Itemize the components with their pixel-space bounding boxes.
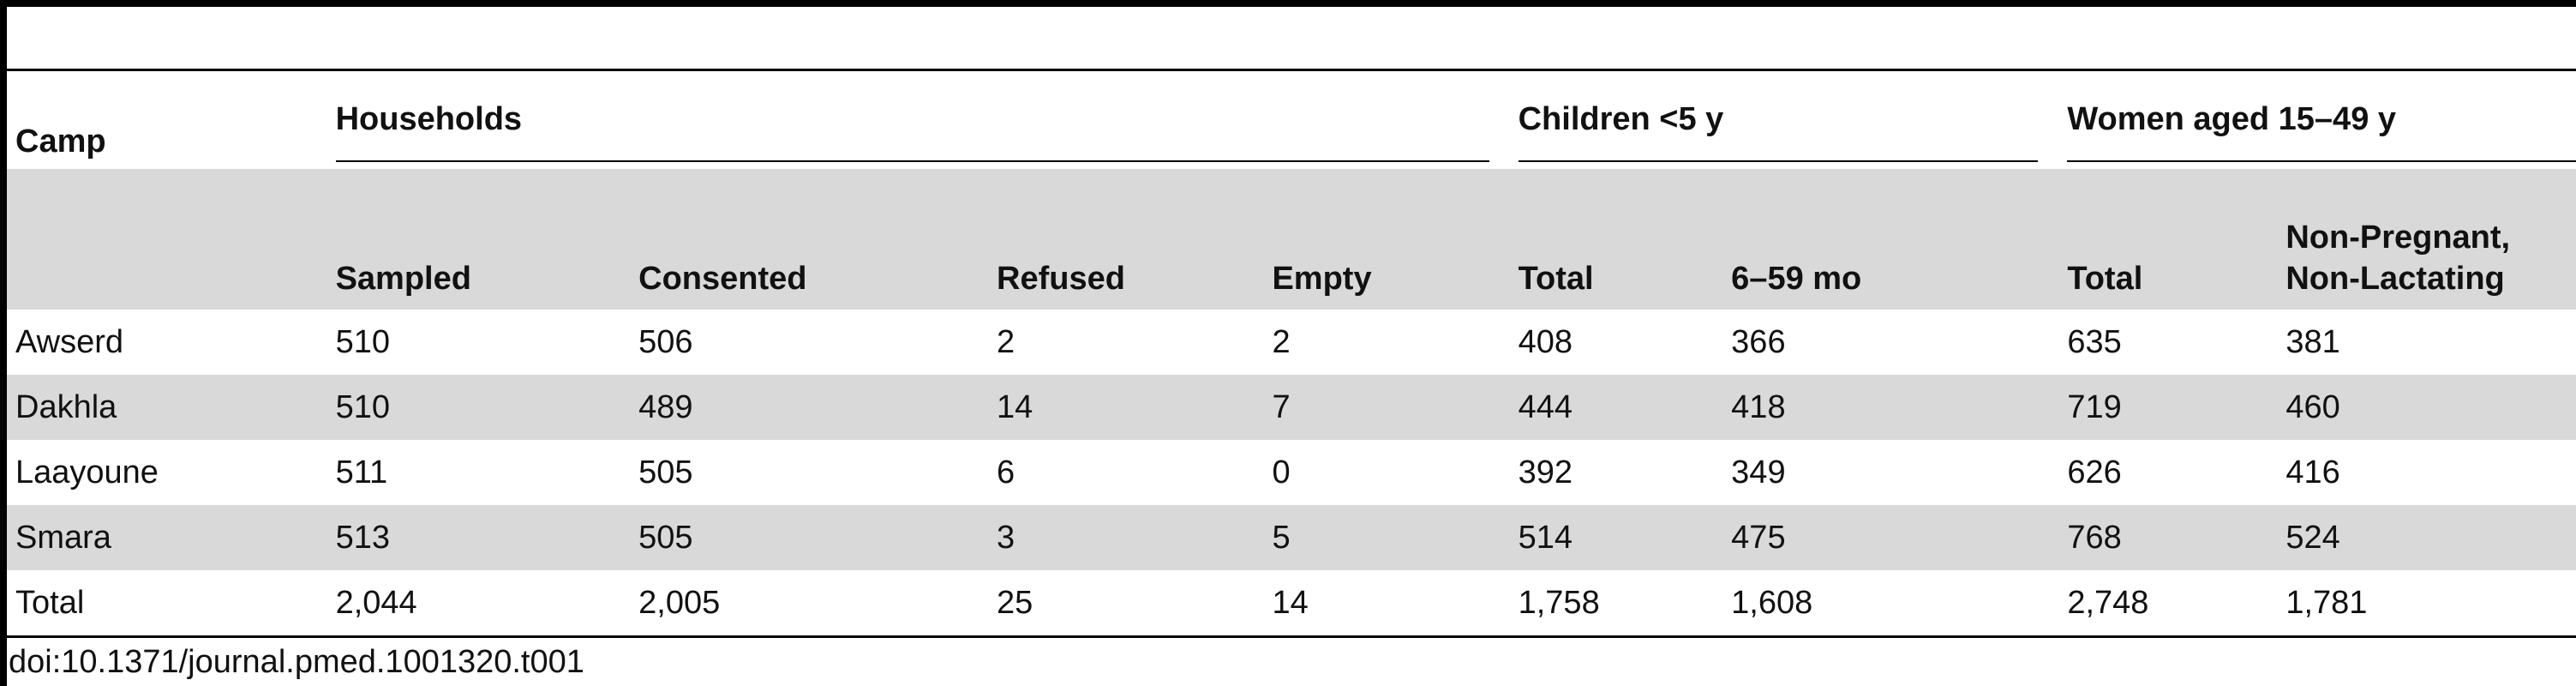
cell-women-total: 768 [2067, 505, 2286, 570]
cell-camp: Laayoune [15, 454, 159, 490]
cell-sampled: 513 [335, 505, 639, 570]
sub-header-row: Sampled Consented Refused Empty Total 6–… [7, 169, 2576, 310]
cell-women-npnl: 416 [2285, 454, 2340, 490]
cell-sampled: 510 [335, 375, 639, 440]
cell-children-6-59: 475 [1731, 505, 2068, 570]
table-row: Awserd 510 506 2 2 408 366 635 381 [7, 310, 2576, 375]
cell-children-6-59: 349 [1731, 454, 1786, 490]
cell-empty: 7 [1272, 375, 1519, 440]
cell-women-total: 635 [2067, 324, 2122, 360]
cell-consented: 489 [638, 375, 997, 440]
cell-empty: 0 [1272, 454, 1291, 490]
cell-children-6-59: 1,608 [1731, 570, 2068, 638]
cell-refused: 25 [997, 570, 1273, 638]
cell-empty: 14 [1272, 570, 1519, 638]
cell-children-6-59: 366 [1731, 324, 1786, 360]
cell-children-total: 392 [1518, 454, 1573, 490]
cell-women-total: 719 [2067, 375, 2286, 440]
header-women-npnl: Non-Pregnant, Non-Lactating [2285, 169, 2576, 310]
cell-women-total: 626 [2067, 454, 2122, 490]
cell-camp: Awserd [15, 324, 124, 360]
cell-children-total: 514 [1518, 505, 1732, 570]
top-rule [0, 0, 2576, 7]
header-sampled: Sampled [335, 169, 639, 310]
header-children-6-59: 6–59 mo [1731, 169, 2068, 310]
group-header-row: Camp Households Children <5 y Women aged… [7, 69, 2576, 169]
cell-refused: 14 [997, 375, 1273, 440]
cell-consented: 505 [638, 454, 693, 490]
cell-children-total: 1,758 [1518, 570, 1732, 638]
cell-refused: 6 [997, 454, 1015, 490]
cell-children-6-59: 418 [1731, 375, 2068, 440]
cell-women-total: 2,748 [2067, 570, 2286, 638]
table-row: Smara 513 505 3 5 514 475 768 524 [7, 505, 2576, 570]
cell-sampled: 510 [335, 324, 390, 360]
cell-camp: Smara [7, 505, 336, 570]
header-children-group: Children <5 y [1518, 69, 2068, 169]
header-camp: Camp [7, 69, 336, 169]
cell-camp: Total [7, 570, 336, 638]
header-consented: Consented [638, 169, 997, 310]
left-border [0, 0, 7, 686]
header-children-total: Total [1518, 169, 1732, 310]
table-row: Laayoune 511 505 6 0 392 349 626 416 [7, 440, 2576, 505]
cell-women-npnl: 1,781 [2285, 570, 2576, 638]
cell-consented: 505 [638, 505, 997, 570]
header-refused: Refused [997, 169, 1273, 310]
header-women-group: Women aged 15–49 y [2067, 69, 2576, 169]
header-children: Children <5 y [1518, 100, 2039, 162]
header-women: Women aged 15–49 y [2067, 100, 2576, 162]
header-households-group: Households [335, 69, 1519, 169]
table-doi-caption: doi:10.1371/journal.pmed.1001320.t001 [9, 644, 584, 680]
table-row-total: Total 2,044 2,005 25 14 1,758 1,608 2,74… [7, 570, 2576, 638]
table-row: Dakhla 510 489 14 7 444 418 719 460 [7, 375, 2576, 440]
cell-consented: 506 [638, 324, 693, 360]
header-empty-camp [7, 169, 336, 310]
header-women-total: Total [2067, 169, 2286, 310]
cell-camp: Dakhla [7, 375, 336, 440]
cell-refused: 2 [997, 324, 1015, 360]
cell-children-total: 408 [1518, 324, 1573, 360]
table-container: Camp Households Children <5 y Women aged… [7, 69, 2576, 638]
header-empty: Empty [1272, 169, 1519, 310]
cell-women-npnl: 381 [2285, 324, 2340, 360]
cell-women-npnl: 524 [2285, 505, 2576, 570]
header-households: Households [335, 100, 1489, 162]
cell-sampled: 2,044 [335, 570, 639, 638]
cell-empty: 2 [1272, 324, 1291, 360]
survey-sample-table: Camp Households Children <5 y Women aged… [7, 69, 2576, 638]
cell-consented: 2,005 [638, 570, 997, 638]
cell-sampled: 511 [335, 454, 388, 490]
cell-empty: 5 [1272, 505, 1519, 570]
cell-refused: 3 [997, 505, 1273, 570]
cell-children-total: 444 [1518, 375, 1732, 440]
cell-women-npnl: 460 [2285, 375, 2576, 440]
